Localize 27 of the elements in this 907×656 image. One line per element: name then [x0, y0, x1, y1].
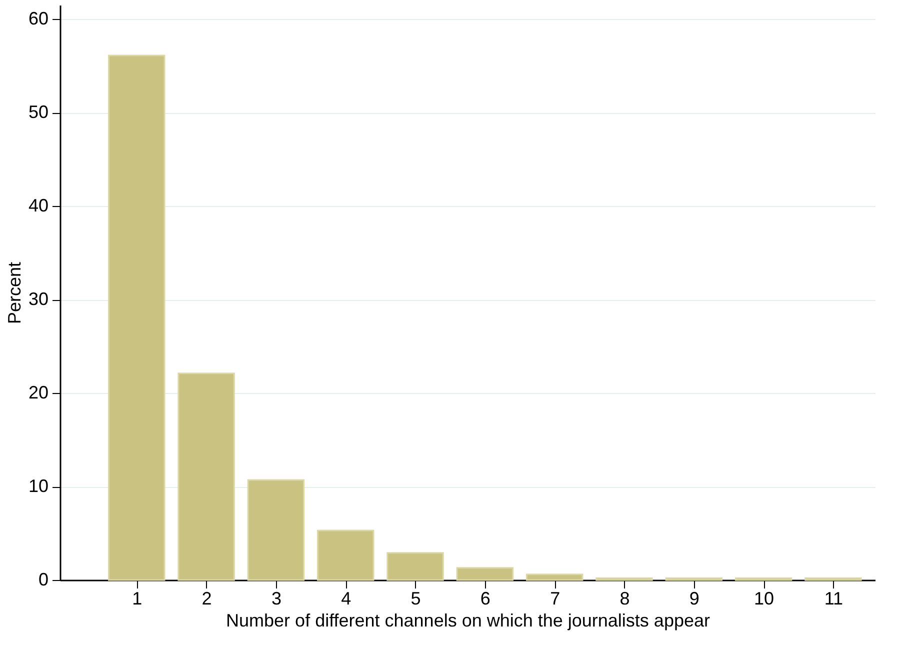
x-tick-label: 3 [271, 588, 282, 608]
bar [108, 54, 166, 581]
x-tick-label: 10 [754, 588, 774, 608]
bar [386, 552, 444, 581]
y-axis-title: Percent [4, 262, 24, 324]
y-tick-label: 0 [38, 570, 48, 590]
x-tick-label: 8 [620, 588, 630, 608]
x-tick-label: 4 [341, 588, 352, 608]
bar [247, 479, 305, 581]
x-tick-label: 11 [824, 588, 844, 608]
x-axis-title: Number of different channels on which the journalists appear [226, 610, 710, 630]
bar [526, 574, 584, 581]
y-tick-label: 60 [28, 8, 48, 29]
y-tick-label: 50 [28, 102, 48, 122]
x-tick-label: 9 [689, 588, 700, 608]
y-tick-label: 10 [28, 476, 48, 496]
bar [456, 567, 514, 581]
y-tick-label: 30 [28, 289, 48, 310]
bar [178, 372, 235, 581]
y-tick-label: 20 [28, 382, 48, 403]
bar [316, 530, 374, 581]
x-tick-label: 2 [202, 588, 212, 608]
x-tick-label: 6 [480, 588, 490, 608]
x-tick-label: 1 [132, 588, 142, 608]
y-tick-label: 40 [28, 196, 48, 216]
x-tick-label: 5 [410, 588, 421, 608]
x-tick-label: 7 [550, 588, 560, 608]
